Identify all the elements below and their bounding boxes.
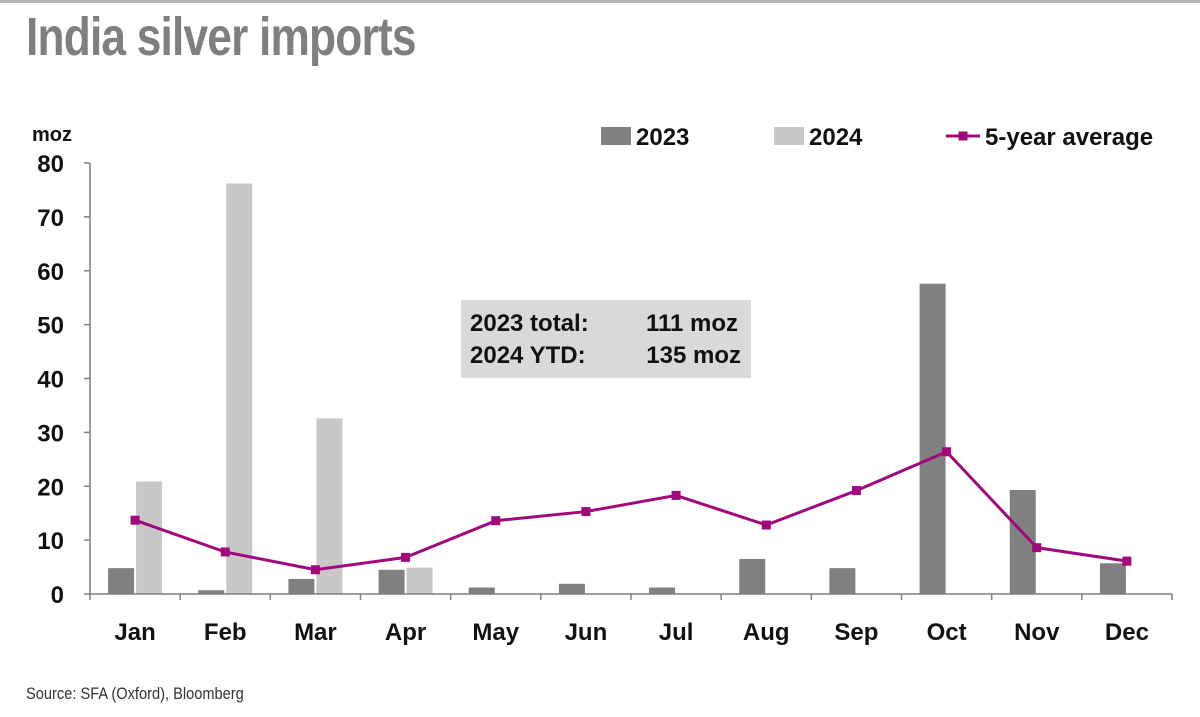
y-tick-label-0: 0 [51,582,64,609]
annotation-2023-label: 2023 total: [470,310,589,337]
average-marker-may [491,516,501,526]
average-line [134,449,1128,572]
bar-2023-aug [739,558,766,594]
average-marker-mar [310,565,320,575]
average-marker-feb [220,547,230,557]
y-tick-label-40: 40 [37,367,64,394]
average-marker-aug [761,520,771,530]
bar-2023-jul [649,587,676,594]
average-marker-nov [1032,543,1042,553]
average-marker-jun [581,507,591,517]
legend: 2023 2024 5-year average [601,124,1153,151]
x-tick-label-sep: Sep [834,619,878,646]
x-tick-label-jan: Jan [114,619,155,646]
x-tick-label-nov: Nov [1014,619,1060,646]
bar-2023-jun [558,583,585,594]
y-tick-label-80: 80 [37,151,64,178]
x-tick-label-apr: Apr [385,619,426,646]
annotation-2024-label: 2024 YTD: [470,342,586,369]
chart-title: India silver imports [26,7,416,67]
y-tick-label-20: 20 [37,474,64,501]
bar-2023-oct [919,283,946,594]
average-marker-sep [851,486,861,496]
annotation-2023-value: 111 moz [646,310,738,337]
top-rule [0,0,1200,3]
annotation-background [461,300,751,378]
x-tick-label-feb: Feb [204,619,247,646]
y-tick-label-70: 70 [37,205,64,232]
legend-average-marker [958,131,968,141]
legend-2023-label: 2023 [636,124,689,151]
x-tick-label-oct: Oct [927,619,967,646]
bar-2023-jan [108,568,135,594]
y-tick-label-10: 10 [37,528,64,555]
y-tick-label-50: 50 [37,313,64,340]
bar-2023-apr [378,569,405,594]
x-tick-label-mar: Mar [294,619,337,646]
average-marker-oct [942,447,952,457]
average-marker-jan [130,515,140,525]
y-axis-unit-label: moz [32,124,72,146]
bar-2023-sep [829,568,856,594]
average-marker-apr [401,552,411,562]
bar-2024-apr [406,567,433,594]
bar-2023-feb [198,590,225,594]
bar-2024-feb [226,183,253,594]
y-tick-label-30: 30 [37,420,64,447]
x-tick-label-jun: Jun [565,619,608,646]
annotation-2024-value: 135 moz [646,342,741,369]
x-tick-label-jul: Jul [659,619,694,646]
bar-2023-may [468,587,495,594]
bar-2023-dec [1099,563,1126,594]
y-tick-label-60: 60 [37,259,64,286]
annotation-box: 2023 total: 111 moz 2024 YTD: 135 moz [461,300,751,378]
bar-2024-mar [316,418,343,594]
legend-2024-swatch [774,127,804,145]
bars-layer [108,183,1126,594]
legend-2023-swatch [601,127,631,145]
axes-layer: 0 10 20 30 40 50 60 70 80 Jan Feb Mar Apr May Jun Jul Au… [37,151,1173,646]
average-marker-jul [671,490,681,500]
x-tick-label-dec: Dec [1105,619,1149,646]
x-tick-label-aug: Aug [743,619,790,646]
x-tick-label-may: May [472,619,519,646]
average-marker-dec [1122,556,1132,566]
legend-2024-label: 2024 [809,124,863,151]
bar-2023-mar [288,578,315,594]
source-note: Source: SFA (Oxford), Bloomberg [26,684,244,703]
legend-average-label: 5-year average [985,124,1153,151]
average-line-layer [130,447,1132,575]
bar-2024-jan [136,481,163,594]
